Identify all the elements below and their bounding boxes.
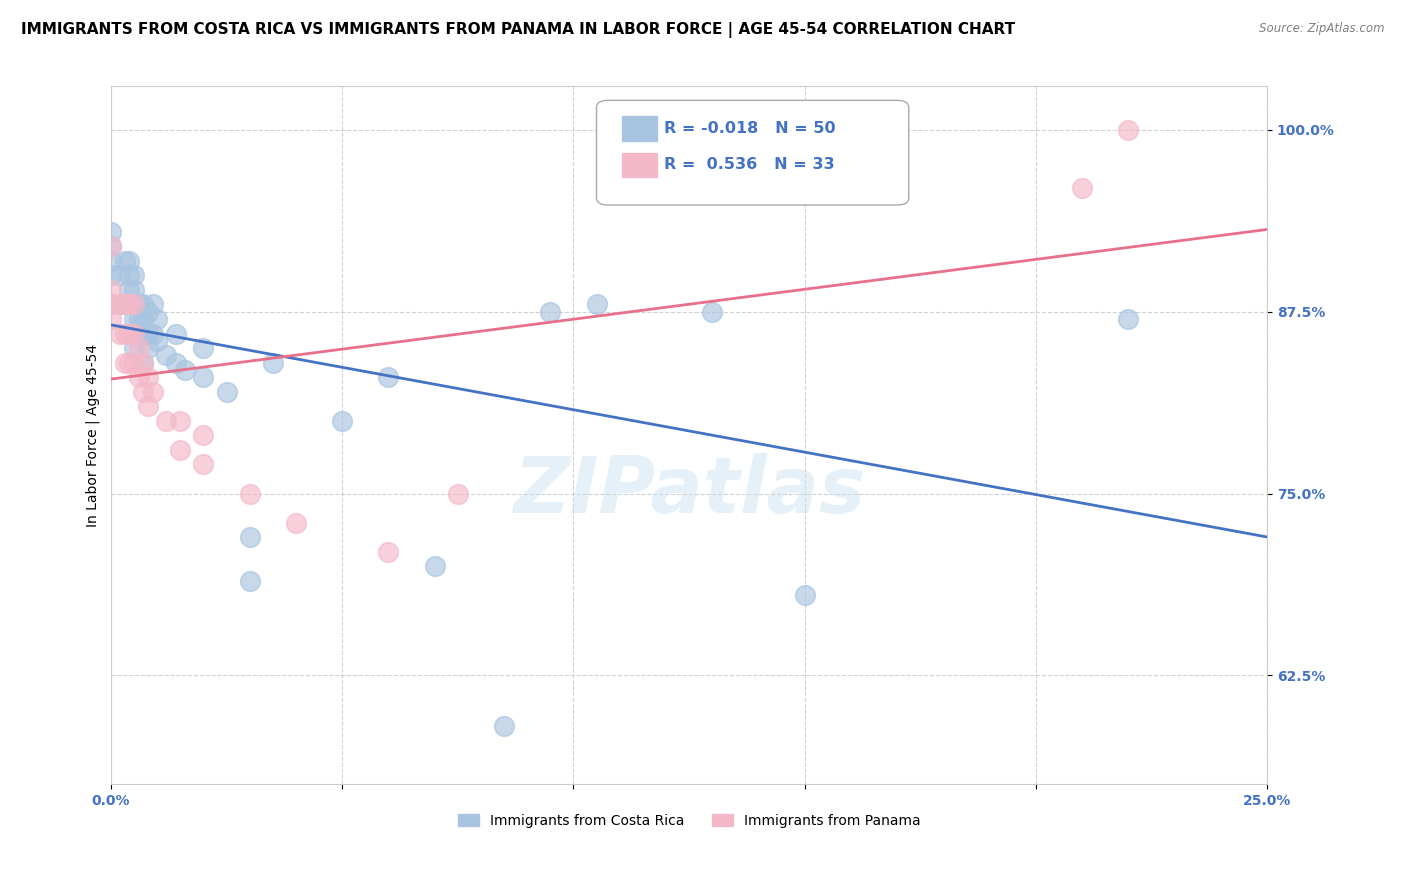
Point xyxy=(122,268,145,283)
Y-axis label: In Labor Force | Age 45-54: In Labor Force | Age 45-54 xyxy=(86,343,100,527)
Point xyxy=(136,326,159,341)
Point xyxy=(118,297,141,311)
Point xyxy=(122,341,145,355)
Point xyxy=(132,297,155,311)
Point xyxy=(146,334,169,348)
Point xyxy=(114,253,136,268)
Text: R =  0.536   N = 33: R = 0.536 N = 33 xyxy=(664,157,834,172)
Point xyxy=(239,530,262,544)
Point xyxy=(114,356,136,370)
Point xyxy=(447,486,470,500)
Text: ZIPatlas: ZIPatlas xyxy=(513,453,865,529)
Legend: Immigrants from Costa Rica, Immigrants from Panama: Immigrants from Costa Rica, Immigrants f… xyxy=(453,808,927,833)
Point xyxy=(118,268,141,283)
Point xyxy=(118,297,141,311)
Bar xyxy=(621,153,657,178)
Point xyxy=(100,297,122,311)
Point xyxy=(128,370,150,384)
FancyBboxPatch shape xyxy=(596,100,908,205)
Point xyxy=(118,253,141,268)
Point xyxy=(193,370,215,384)
Point xyxy=(128,312,150,326)
Point xyxy=(284,516,307,530)
Point xyxy=(114,297,136,311)
Point xyxy=(118,356,141,370)
Point xyxy=(122,326,145,341)
Point xyxy=(114,326,136,341)
Text: IMMIGRANTS FROM COSTA RICA VS IMMIGRANTS FROM PANAMA IN LABOR FORCE | AGE 45-54 : IMMIGRANTS FROM COSTA RICA VS IMMIGRANTS… xyxy=(21,22,1015,38)
Point xyxy=(132,356,155,370)
Point xyxy=(262,356,284,370)
Text: Source: ZipAtlas.com: Source: ZipAtlas.com xyxy=(1260,22,1385,36)
Point xyxy=(169,414,191,428)
Point xyxy=(1071,181,1094,195)
Point xyxy=(136,305,159,319)
Point xyxy=(100,253,122,268)
Point xyxy=(100,225,122,239)
Point xyxy=(702,305,724,319)
Point xyxy=(165,356,187,370)
Point xyxy=(174,363,197,377)
Point xyxy=(132,312,155,326)
Point xyxy=(136,370,159,384)
Point xyxy=(132,384,155,399)
Point xyxy=(155,414,177,428)
Point xyxy=(122,356,145,370)
Point xyxy=(141,297,163,311)
Point xyxy=(423,559,446,574)
Point xyxy=(100,312,122,326)
Point xyxy=(118,326,141,341)
Point xyxy=(239,574,262,588)
Point xyxy=(239,486,262,500)
Point xyxy=(108,297,131,311)
Point xyxy=(538,305,561,319)
Point xyxy=(118,326,141,341)
Text: R = -0.018   N = 50: R = -0.018 N = 50 xyxy=(664,120,835,136)
Point xyxy=(100,239,122,253)
Point xyxy=(108,297,131,311)
Point xyxy=(122,297,145,311)
Point xyxy=(100,268,122,283)
Point xyxy=(215,384,238,399)
Point xyxy=(377,370,399,384)
Point xyxy=(132,356,155,370)
Point xyxy=(141,326,163,341)
Point xyxy=(122,283,145,297)
Point xyxy=(377,545,399,559)
Point xyxy=(193,458,215,472)
Point xyxy=(128,341,150,355)
Bar xyxy=(621,116,657,141)
Point xyxy=(169,442,191,457)
Point xyxy=(330,414,353,428)
Point xyxy=(492,719,515,733)
Point xyxy=(132,326,155,341)
Point xyxy=(141,384,163,399)
Point xyxy=(128,326,150,341)
Point xyxy=(100,239,122,253)
Point xyxy=(122,312,145,326)
Point xyxy=(193,428,215,442)
Point xyxy=(1118,312,1140,326)
Point xyxy=(136,399,159,413)
Point xyxy=(1118,123,1140,137)
Point xyxy=(100,283,122,297)
Point xyxy=(100,297,122,311)
Point xyxy=(165,326,187,341)
Point xyxy=(793,588,815,602)
Point xyxy=(146,312,169,326)
Point xyxy=(128,297,150,311)
Point xyxy=(585,297,607,311)
Point xyxy=(118,283,141,297)
Point xyxy=(108,268,131,283)
Point xyxy=(136,341,159,355)
Point xyxy=(155,348,177,362)
Point xyxy=(193,341,215,355)
Point xyxy=(108,326,131,341)
